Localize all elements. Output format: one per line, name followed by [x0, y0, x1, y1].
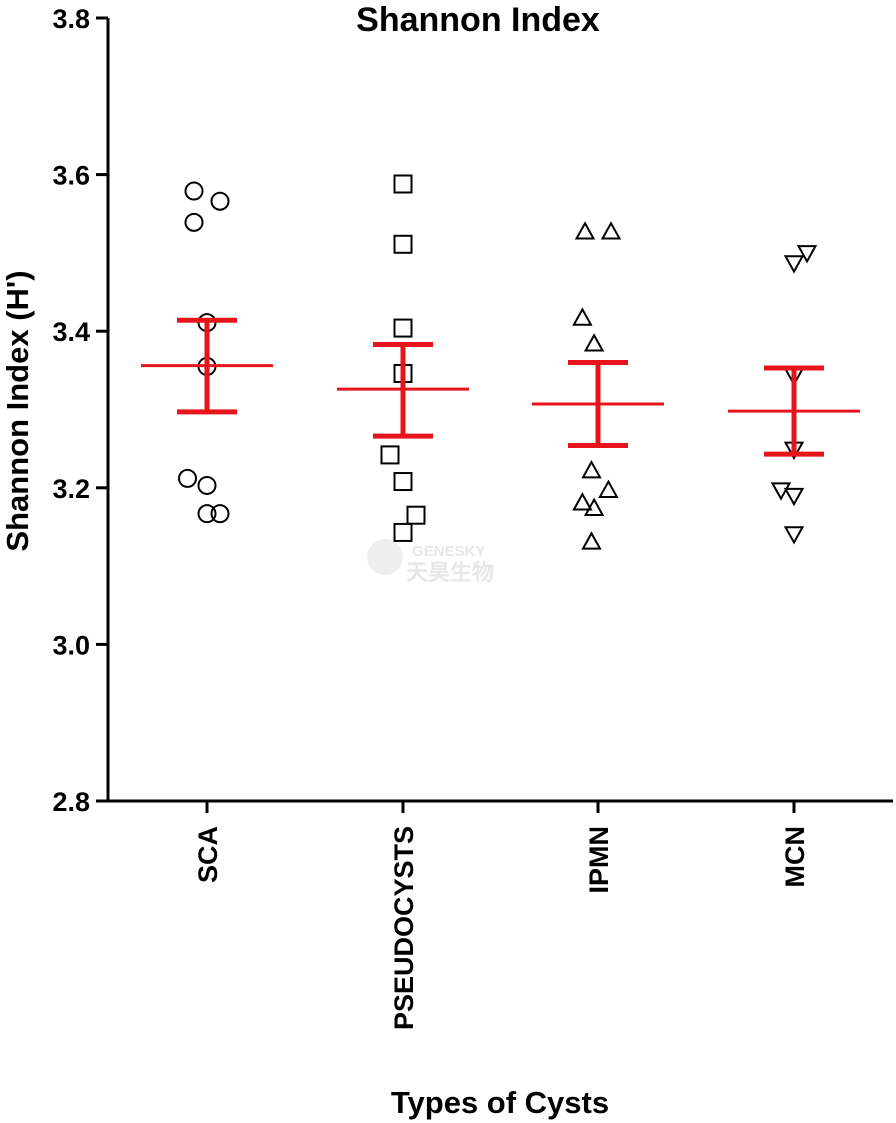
- y-tick-label: 3.0: [52, 630, 90, 660]
- data-points: [178, 174, 818, 550]
- x-tick-label: IPMN: [584, 826, 614, 894]
- data-point: [210, 504, 230, 524]
- axes: 2.8 3.0 3.2 3.4 3.6 3.8 SCA PSEUDOCYSTS IPMN MCN: [52, 4, 893, 1030]
- x-tick-label: SCA: [193, 826, 223, 883]
- data-point: [581, 531, 602, 550]
- mean-sem-bars: [141, 317, 860, 457]
- data-point: [572, 492, 593, 511]
- data-point: [184, 181, 204, 201]
- data-point: [583, 497, 605, 516]
- data-point: [393, 174, 413, 194]
- data-point: [598, 479, 619, 498]
- data-point: [210, 191, 230, 211]
- data-point: [572, 307, 593, 326]
- data-point: [393, 318, 413, 338]
- data-point: [184, 212, 204, 232]
- x-axis-title: Types of Cysts: [391, 1085, 609, 1120]
- watermark-text: 天昊生物: [406, 560, 494, 585]
- watermark-icon: [367, 539, 403, 575]
- y-tick-label: 3.8: [52, 4, 90, 34]
- data-point: [393, 234, 413, 254]
- data-point: [197, 504, 217, 524]
- x-tick-label: MCN: [780, 826, 810, 888]
- x-tick-label: PSEUDOCYSTS: [389, 826, 419, 1030]
- y-tick-label: 2.8: [52, 787, 90, 817]
- data-point: [393, 472, 413, 492]
- data-point: [406, 505, 426, 525]
- data-point: [574, 221, 596, 240]
- data-point: [783, 255, 805, 274]
- chart-title: Shannon Index: [356, 1, 600, 39]
- data-point: [197, 475, 217, 495]
- y-tick-label: 3.6: [52, 161, 90, 191]
- data-point: [796, 245, 818, 264]
- data-point: [783, 526, 805, 545]
- watermark-text: GENESKY: [412, 543, 485, 560]
- data-point: [583, 333, 605, 352]
- data-point: [380, 445, 400, 465]
- data-point: [600, 221, 622, 240]
- data-point: [393, 522, 413, 542]
- y-axis-title: Shannon Index (H'): [0, 270, 35, 551]
- data-point: [581, 460, 602, 479]
- y-tick-label: 3.2: [52, 474, 90, 504]
- y-tick-label: 3.4: [52, 317, 90, 347]
- data-point: [770, 482, 792, 501]
- data-point: [178, 468, 197, 488]
- data-point: [783, 487, 805, 507]
